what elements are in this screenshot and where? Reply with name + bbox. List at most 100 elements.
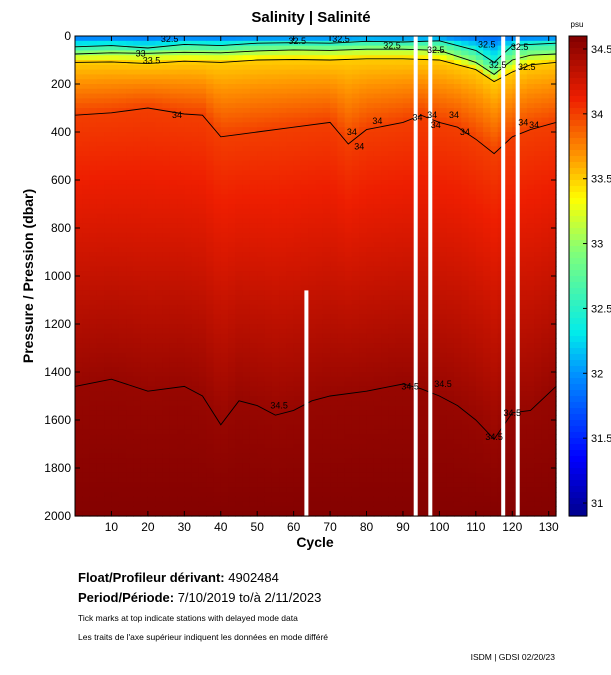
heatmap-cell	[133, 132, 142, 138]
heatmap-cell	[300, 136, 309, 143]
heatmap-cell	[133, 300, 142, 306]
heatmap-cell	[140, 511, 149, 517]
heatmap-cell	[235, 477, 244, 483]
heatmap-cell	[213, 429, 222, 435]
heatmap-cell	[388, 156, 397, 162]
heatmap-cell	[213, 276, 222, 282]
heatmap-cell	[351, 50, 360, 56]
heatmap-cell	[191, 132, 200, 138]
heatmap-cell	[133, 88, 142, 95]
heatmap-cell	[89, 252, 98, 258]
heatmap-cell	[213, 247, 222, 253]
heatmap-cell	[432, 79, 440, 85]
heatmap-cell	[96, 170, 105, 176]
heatmap-cell	[322, 84, 331, 90]
heatmap-cell	[351, 439, 360, 445]
heatmap-cell	[133, 415, 142, 421]
heatmap-cell	[104, 496, 113, 503]
heatmap-cell	[381, 463, 389, 469]
heatmap-cell	[337, 180, 346, 186]
heatmap-cell	[147, 280, 156, 287]
heatmap-cell	[235, 468, 244, 474]
heatmap-cell	[432, 405, 440, 411]
heatmap-cell	[177, 415, 185, 421]
heatmap-cell	[133, 439, 142, 445]
heatmap-cell	[373, 511, 382, 517]
heatmap-cell	[402, 252, 411, 258]
heatmap-cell	[402, 271, 411, 277]
heatmap-cell	[417, 439, 426, 445]
heatmap-cell	[381, 348, 389, 354]
heatmap-cell	[140, 343, 149, 349]
heatmap-cell	[242, 410, 251, 416]
heatmap-cell	[184, 420, 193, 426]
heatmap-cell	[373, 434, 382, 440]
heatmap-cell	[417, 463, 426, 469]
heatmap-cell	[118, 343, 127, 349]
heatmap-cell	[402, 189, 411, 195]
heatmap-cell	[308, 468, 317, 474]
heatmap-cell	[104, 290, 113, 296]
heatmap-cell	[337, 463, 346, 469]
heatmap-cell	[279, 84, 287, 90]
heatmap-cell	[315, 117, 324, 123]
heatmap-cell	[111, 391, 120, 397]
heatmap-cell	[366, 280, 375, 287]
heatmap-cell	[220, 348, 229, 354]
heatmap-cell	[257, 463, 266, 469]
heatmap-cell	[322, 74, 331, 80]
heatmap-cell	[140, 180, 149, 186]
heatmap-cell	[257, 448, 266, 455]
heatmap-cell	[271, 156, 280, 162]
heatmap-cell	[249, 458, 258, 464]
heatmap-cell	[337, 175, 346, 181]
heatmap-cell	[432, 74, 440, 80]
heatmap-cell	[96, 391, 105, 397]
heatmap-cell	[337, 189, 346, 195]
heatmap-cell	[162, 439, 171, 445]
heatmap-cell	[337, 295, 346, 301]
heatmap-cell	[169, 290, 178, 296]
heatmap-cell	[133, 74, 142, 80]
heatmap-cell	[75, 295, 83, 301]
heatmap-cell	[330, 184, 338, 191]
heatmap-cell	[82, 477, 91, 483]
heatmap-cell	[293, 458, 302, 464]
heatmap-cell	[228, 386, 236, 392]
heatmap-cell	[373, 199, 382, 205]
heatmap-cell	[286, 319, 295, 325]
heatmap-cell	[133, 333, 142, 339]
heatmap-cell	[330, 367, 338, 373]
heatmap-cell	[111, 122, 120, 128]
heatmap-cell	[177, 199, 185, 205]
heatmap-cell	[293, 223, 302, 229]
heatmap-cell	[359, 184, 368, 191]
heatmap-cell	[220, 84, 229, 90]
heatmap-cell	[111, 386, 120, 392]
heatmap-cell	[286, 285, 295, 291]
heatmap-cell	[96, 492, 105, 498]
heatmap-cell	[111, 338, 120, 344]
heatmap-cell	[198, 146, 207, 152]
heatmap-cell	[177, 228, 185, 234]
heatmap-cell	[213, 232, 222, 239]
heatmap-cell	[315, 69, 324, 75]
heatmap-cell	[388, 309, 397, 315]
heatmap-cell	[257, 362, 266, 368]
heatmap-cell	[366, 482, 375, 488]
heatmap-cell	[242, 506, 251, 512]
heatmap-cell	[177, 362, 185, 368]
heatmap-cell	[235, 304, 244, 311]
heatmap-cell	[322, 108, 331, 114]
heatmap-cell	[82, 50, 91, 56]
heatmap-cell	[351, 276, 360, 282]
heatmap-cell	[184, 208, 193, 215]
heatmap-cell	[300, 189, 309, 195]
heatmap-cell	[140, 477, 149, 483]
heatmap-cell	[133, 199, 142, 205]
heatmap-cell	[155, 228, 164, 234]
heatmap-cell	[140, 319, 149, 325]
heatmap-cell	[133, 280, 142, 287]
heatmap-cell	[111, 112, 120, 119]
heatmap-cell	[169, 352, 178, 359]
